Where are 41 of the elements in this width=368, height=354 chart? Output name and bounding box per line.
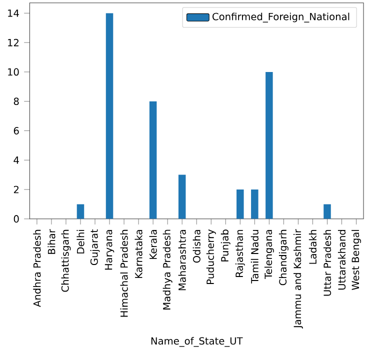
- x-tick-label: Tamil Nadu: [250, 230, 258, 284]
- x-tick-label: Maharashtra: [178, 230, 186, 290]
- x-tick-label: Telengana: [264, 230, 274, 280]
- y-tick-label: 6: [14, 127, 19, 135]
- bar: [178, 174, 186, 219]
- bar: [106, 13, 114, 219]
- x-tick-label: Punjab: [220, 230, 230, 262]
- y-tick-label: 0: [14, 215, 19, 223]
- x-tick-label: Uttarakhand: [338, 230, 346, 290]
- x-tick-label: Gujarat: [90, 229, 100, 266]
- x-axis-title: Name_of_State_UT: [151, 337, 243, 347]
- x-tick-label: Jammu and Kashmir: [294, 229, 303, 329]
- bar: [76, 204, 84, 219]
- x-tick-label: Himachal Pradesh: [120, 230, 128, 317]
- y-tick-label: 12: [8, 39, 18, 46]
- x-tick-label: Madhya Pradesh: [162, 230, 172, 310]
- y-tick-label: 2: [14, 186, 18, 194]
- x-tick-label: Rajasthan: [235, 230, 245, 278]
- legend-label: Confirmed_Foreign_National: [212, 12, 350, 23]
- y-tick-label: 10: [8, 68, 19, 76]
- x-tick-label: West Bengal: [352, 230, 362, 290]
- x-tick-label: Odisha: [192, 230, 200, 263]
- x-tick-label: Delhi: [76, 230, 84, 254]
- y-tick-label: 14: [8, 10, 19, 17]
- y-tick-label: 8: [14, 98, 19, 106]
- x-tick-label: Uttar Pradesh: [323, 230, 332, 296]
- y-tick-label: 4: [14, 156, 19, 164]
- bar: [324, 204, 331, 219]
- x-tick-label: Andhra Pradesh: [33, 230, 41, 308]
- x-tick-label: Puducherry: [206, 229, 216, 284]
- x-tick-label: Kerala: [149, 230, 157, 260]
- x-tick-label: Chhattisgarh: [61, 230, 71, 292]
- x-tick-label: Karnataka: [134, 230, 142, 278]
- x-tick-label: Bihar: [48, 229, 56, 254]
- bar: [266, 72, 273, 219]
- x-tick-label: Chandigarh: [278, 230, 288, 286]
- bar: [236, 190, 244, 219]
- bar: [251, 190, 258, 219]
- bar: [149, 101, 157, 219]
- x-tick-label: Haryana: [104, 230, 114, 270]
- x-tick-label: Ladakh: [308, 230, 317, 264]
